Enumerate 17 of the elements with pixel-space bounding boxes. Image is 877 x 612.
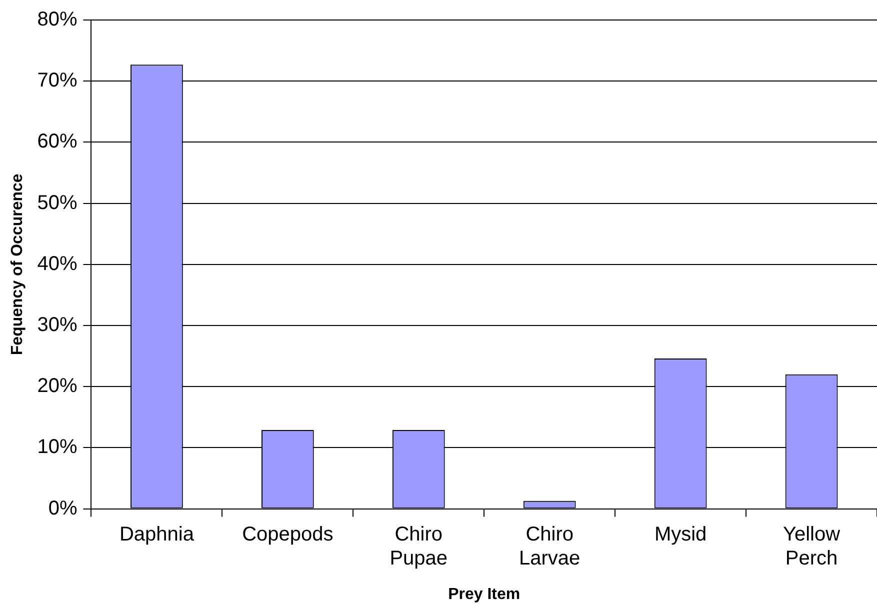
- x-tick-label: Daphnia: [119, 523, 195, 546]
- x-tick-label: Chiro Larvae: [519, 523, 580, 570]
- x-tick-label: Yellow Perch: [782, 523, 841, 570]
- x-axis-title: Prey Item: [448, 586, 520, 603]
- y-tick-label: 30%: [37, 314, 78, 336]
- y-axis-title: Fequency of Occurence: [9, 174, 26, 356]
- y-tick-label: 50%: [37, 192, 78, 214]
- y-tick-label: 10%: [37, 436, 78, 458]
- x-tick-label: Chiro Pupae: [390, 523, 448, 570]
- y-tick-label: 20%: [37, 375, 78, 398]
- x-tick-label: Copepods: [242, 523, 334, 546]
- y-tick-label: 80%: [37, 8, 78, 31]
- y-tick-label: 40%: [37, 252, 78, 275]
- y-tick-label: 60%: [37, 130, 78, 153]
- y-tick-label: 0%: [48, 497, 78, 520]
- y-tick-label: 70%: [37, 70, 78, 92]
- x-tick-label: Mysid: [654, 523, 707, 546]
